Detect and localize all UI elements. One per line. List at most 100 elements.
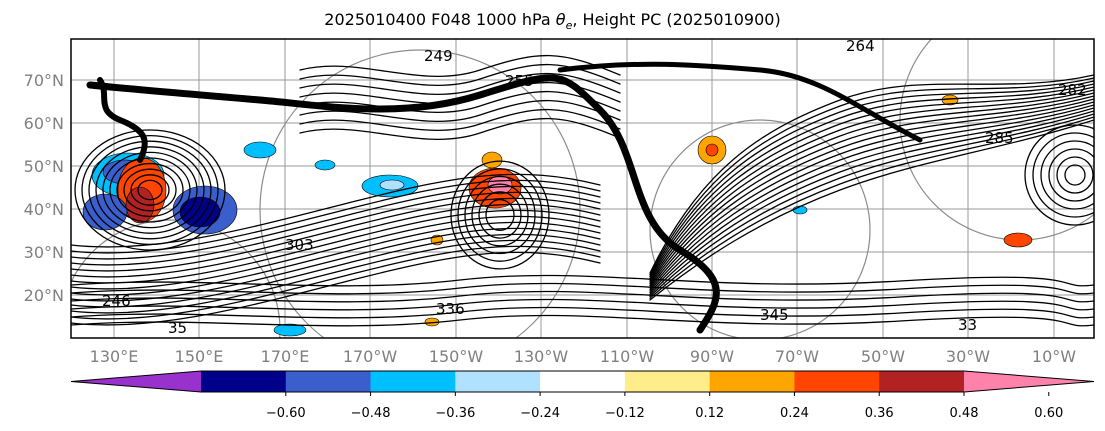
shade-blob: [705, 143, 719, 157]
colorbar-extend-low: [71, 371, 201, 392]
contour-label: 303: [285, 236, 314, 254]
jet-core: [557, 61, 923, 143]
lon-label: 110°W: [600, 347, 655, 366]
lat-label: 60°N: [24, 114, 64, 133]
theta-e-contour: [1032, 132, 1094, 218]
colorbar-tick-label: 0.60: [1034, 406, 1063, 421]
lat-label: 70°N: [24, 71, 64, 90]
lon-label: 150°E: [175, 347, 224, 366]
theta-e-contours: [71, 54, 1094, 327]
contour-label: 35: [168, 319, 187, 337]
colorbar-outline: [70, 370, 1095, 393]
title-suffix: , Height PC (2025010900): [572, 10, 781, 29]
contour-labels: 249 264 285 303 336 345 35 246 255 282 3…: [102, 37, 1087, 337]
lon-label: 130°E: [90, 347, 139, 366]
title-theta-subscript: e: [565, 19, 573, 33]
theta-e-contour: [649, 77, 1094, 276]
longitude-labels: 130°E 150°E 170°E 170°W 150°W 130°W 110°…: [90, 347, 1077, 366]
jet-core: [86, 74, 720, 334]
lon-label: 90°W: [690, 347, 734, 366]
gray-height-ring: [649, 119, 871, 338]
theta-e-contour: [1040, 140, 1094, 210]
colorbar-bin: [455, 371, 541, 392]
theta-e-contour: [71, 191, 601, 266]
lon-label: 150°W: [429, 347, 484, 366]
theta-e-contour: [649, 107, 1094, 294]
colorbar-tick-label: −0.48: [351, 406, 391, 421]
colorbar-tick-label: −0.36: [435, 406, 475, 421]
contour-label: 33: [958, 316, 977, 334]
contour-label: 264: [846, 37, 875, 55]
shade-blob: [273, 323, 307, 337]
theta-e-contour: [109, 157, 191, 223]
theta-e-contour: [88, 140, 212, 240]
theta-e-contour: [649, 119, 1094, 301]
shade-blob: [243, 141, 277, 159]
theta-e-contour: [299, 72, 621, 95]
lon-label: 170°W: [343, 347, 398, 366]
theta-e-contour: [649, 89, 1094, 283]
theta-e-contour: [649, 80, 1094, 278]
map-panel: 249 264 285 303 336 345 35 246 255 282 3…: [71, 37, 1094, 338]
theta-e-contour: [485, 199, 515, 231]
colorbar-tick-label: −0.60: [266, 406, 306, 421]
lon-label: 30°W: [946, 347, 990, 366]
theta-e-contour: [95, 146, 205, 234]
colorbar-bin: [285, 371, 372, 392]
lon-label: 50°W: [861, 347, 905, 366]
lon-label: 10°W: [1032, 347, 1076, 366]
colorbar-bin: [879, 371, 965, 392]
theta-e-contour: [478, 191, 522, 239]
theta-e-contour: [649, 104, 1094, 292]
title-prefix: 2025010400 F048 1000 hPa: [324, 10, 556, 29]
theta-e-contour: [649, 74, 1094, 274]
lat-label: 40°N: [24, 200, 64, 219]
theta-e-contour: [71, 209, 601, 284]
theta-e-contour: [71, 203, 601, 278]
theta-e-contour: [71, 233, 601, 308]
jet-band: [86, 61, 923, 334]
theta-e-contour: [299, 99, 621, 122]
colorbar: −0.60 −0.48 −0.36 −0.24 −0.12 0.12 0.24 0.36 0.4…: [70, 370, 1095, 421]
theta-e-contour: [649, 95, 1094, 287]
colorbar-extend-high: [964, 371, 1094, 392]
theta-e-contour: [299, 108, 621, 131]
contour-label: 282: [1058, 81, 1087, 99]
theta-e-contour: [649, 98, 1094, 289]
theta-e-contour: [71, 290, 1094, 303]
map-title: 2025010400 F048 1000 hPa θe, Height PC (…: [0, 10, 1105, 32]
theta-e-contour: [299, 54, 621, 77]
theta-e-contour: [649, 101, 1094, 290]
theta-e-contour: [649, 83, 1094, 280]
theta-e-contour: [137, 179, 163, 201]
colorbar-tick-label: −0.12: [605, 406, 645, 421]
contour-label: 246: [102, 292, 131, 310]
colorbar-tick-label: 0.12: [695, 406, 724, 421]
theta-e-contour: [71, 221, 601, 296]
theta-e-contour: [116, 162, 184, 218]
theta-e-contour: [71, 298, 1094, 311]
theta-e-contour: [649, 113, 1094, 298]
colorbar-bin: [794, 371, 880, 392]
colorbar-tick-label: −0.24: [520, 406, 560, 421]
latitude-labels: 70°N 60°N 50°N 40°N 30°N 20°N: [24, 71, 64, 305]
colorbar-bin: [201, 371, 287, 392]
colorbar-bin: [540, 371, 626, 392]
theta-e-contour: [1024, 124, 1094, 226]
theta-e-contour: [471, 183, 529, 247]
theta-e-contour: [649, 116, 1094, 299]
theta-e-contour: [649, 110, 1094, 296]
theta-e-contour: [71, 239, 601, 314]
map-frame: [70, 38, 1095, 339]
theta-e-contour: [71, 274, 1094, 287]
shade-blob: [379, 179, 405, 191]
theta-e-contour: [299, 117, 621, 140]
theta-e-contour: [71, 306, 1094, 319]
theta-e-contour: [71, 282, 1094, 295]
theta-e-contour: [81, 134, 219, 246]
theta-e-contour: [123, 168, 177, 212]
theta-e-contour: [1048, 148, 1094, 202]
colorbar-tick-label: 0.48: [950, 406, 979, 421]
theta-e-contour: [299, 90, 621, 113]
